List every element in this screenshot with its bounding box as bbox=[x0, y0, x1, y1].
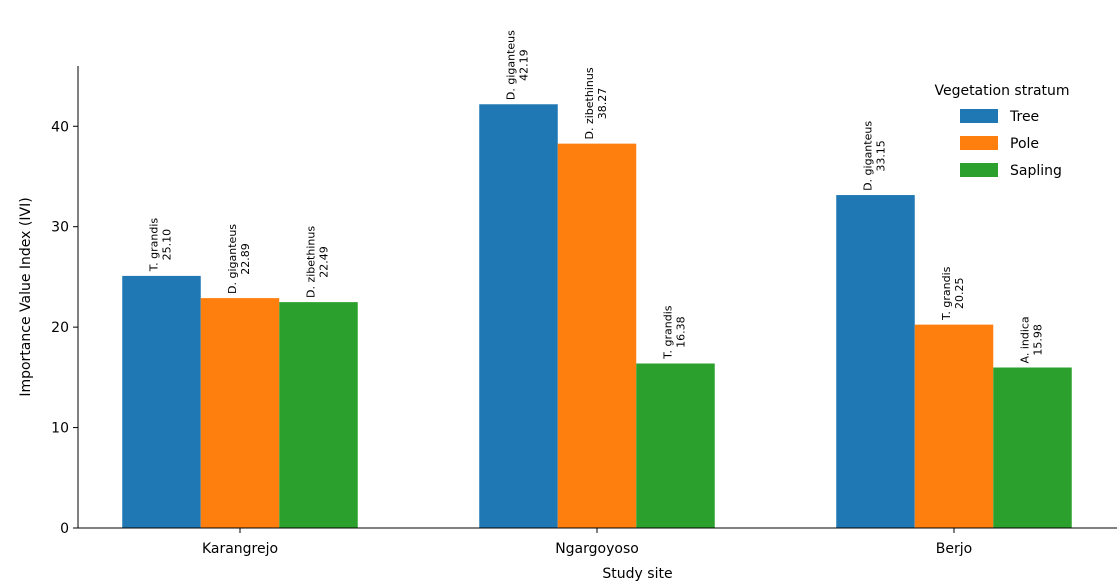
legend: Vegetation stratum Tree Pole Sapling bbox=[934, 83, 1069, 179]
bar-label-sapling-ngargoyoso: T. grandis16.38 bbox=[662, 305, 688, 360]
y-axis: 0 10 20 30 40 bbox=[51, 66, 79, 537]
bar-pole-ngargoyoso bbox=[557, 143, 637, 528]
x-axis-label: Study site bbox=[602, 566, 672, 582]
bar-label-sapling-berjo: A. indica15.98 bbox=[1019, 316, 1045, 363]
bar-sapling-karangrejo bbox=[279, 302, 358, 528]
bars-layer bbox=[122, 104, 1072, 528]
x-tick-label-berjo: Berjo bbox=[936, 541, 972, 557]
legend-label-pole: Pole bbox=[1010, 136, 1039, 152]
bar-label-tree-berjo: D. giganteus33.15 bbox=[862, 121, 888, 191]
bar-tree-ngargoyoso bbox=[479, 104, 558, 528]
bar-label-tree-karangrejo: T. grandis25.10 bbox=[148, 218, 174, 273]
y-tick-label: 0 bbox=[60, 521, 69, 537]
x-tick-label-ngargoyoso: Ngargoyoso bbox=[555, 541, 639, 557]
y-tick-label: 10 bbox=[51, 421, 69, 437]
legend-swatch-sapling bbox=[960, 163, 998, 177]
bar-label-pole-karangrejo: D. giganteus22.89 bbox=[226, 224, 252, 294]
bar-label-pole-berjo: T. grandis20.25 bbox=[940, 266, 966, 321]
x-tick-label-karangrejo: Karangrejo bbox=[202, 541, 278, 557]
bar-label-tree-ngargoyoso: D. giganteus42.19 bbox=[505, 30, 531, 100]
y-tick-label: 20 bbox=[51, 320, 69, 336]
bar-tree-karangrejo bbox=[122, 275, 201, 528]
bar-pole-berjo bbox=[914, 324, 994, 528]
bar-label-sapling-karangrejo: D. zibethinus22.49 bbox=[305, 226, 331, 298]
bar-labels-layer: T. grandis25.10 D. giganteus42.19 D. gigan… bbox=[148, 30, 1045, 364]
legend-swatch-tree bbox=[960, 109, 998, 123]
legend-label-sapling: Sapling bbox=[1010, 163, 1062, 179]
bar-label-pole-ngargoyoso: D. zibethinus38.27 bbox=[583, 67, 609, 139]
legend-title: Vegetation stratum bbox=[934, 83, 1069, 99]
y-tick-label: 40 bbox=[51, 119, 69, 135]
legend-label-tree: Tree bbox=[1009, 109, 1039, 125]
x-axis: Karangrejo Ngargoyoso Berjo bbox=[78, 527, 1117, 557]
bar-tree-berjo bbox=[836, 195, 915, 528]
y-axis-label: Importance Value Index (IVI) bbox=[18, 197, 34, 396]
legend-swatch-pole bbox=[960, 136, 998, 150]
bar-sapling-berjo bbox=[993, 367, 1072, 528]
bar-sapling-ngargoyoso bbox=[636, 363, 715, 528]
y-tick-label: 30 bbox=[51, 220, 69, 236]
bar-pole-karangrejo bbox=[200, 298, 280, 528]
